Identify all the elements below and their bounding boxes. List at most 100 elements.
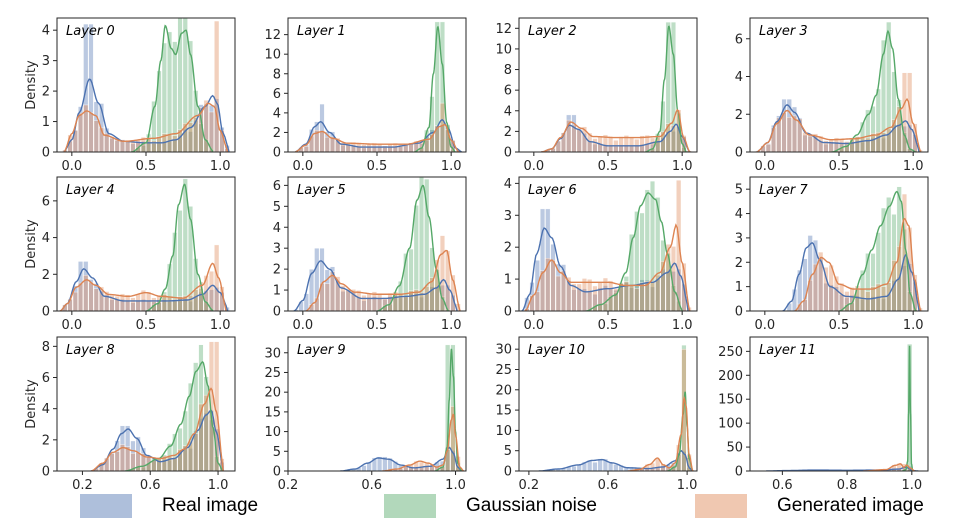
hist-bar <box>167 31 173 152</box>
kde-line-gaussian-noise <box>131 24 214 152</box>
ytick-label: 0 <box>42 305 50 320</box>
subplot-title: Layer 2 <box>528 24 577 39</box>
hist-bar <box>387 143 393 152</box>
hist-bar <box>812 133 818 152</box>
xtick-label: 1.0 <box>210 159 231 174</box>
kde-line-generated-image <box>305 249 461 311</box>
axes-frame <box>749 336 929 472</box>
ytick-label: 3 <box>273 242 281 257</box>
hist-bar <box>329 271 336 311</box>
hist-bar <box>88 112 94 152</box>
xtick-label: 0.5 <box>367 159 388 174</box>
hist-bar <box>78 282 84 311</box>
hist-bar <box>361 144 367 152</box>
hist-bar <box>865 137 871 152</box>
hist-bar <box>371 457 377 471</box>
hist-bar <box>602 277 608 311</box>
hist-bar <box>566 119 572 152</box>
ytick-label: 6 <box>273 179 281 194</box>
legend-generated-image: Generated image <box>695 490 924 522</box>
hist-bar <box>88 281 94 311</box>
hist-bar <box>329 136 336 152</box>
ytick-label: 4 <box>504 104 512 119</box>
subplot-title: Layer 1 <box>297 24 346 39</box>
ytick-label: 8 <box>42 340 50 355</box>
hist-bar <box>880 207 887 311</box>
subplot-layer-11: 0 50 100 150 200 250 0.6 0.8 1.0 Layer 11 <box>718 336 929 493</box>
kde-line-real-image <box>756 104 920 152</box>
hist-bar <box>807 135 813 152</box>
hist-bar <box>445 344 451 471</box>
kde-line-real-image <box>782 241 920 311</box>
hist-bar <box>408 290 414 311</box>
xtick-label: 0.5 <box>136 318 157 333</box>
xtick-label: 0.0 <box>292 318 313 333</box>
hist-bar <box>130 297 136 311</box>
ytick-label: 10 <box>264 425 281 440</box>
ytick-label: 20 <box>495 383 512 398</box>
hist-bar <box>135 452 141 471</box>
hist-bar <box>602 134 608 152</box>
ytick-label: 200 <box>718 369 743 384</box>
hist-bar <box>860 137 866 152</box>
hist-bar <box>361 295 367 311</box>
hist-bar <box>167 296 173 311</box>
ytick-label: 25 <box>264 366 281 381</box>
hist-bar <box>602 458 608 471</box>
hist-bar <box>665 123 671 152</box>
subplot-layer-4: 0 2 4 6 0.0 0.5 1.0 Layer 4 Density <box>24 176 236 333</box>
hist-bar <box>450 406 456 471</box>
xtick-label: 1.0 <box>208 478 229 493</box>
ytick-label: 4 <box>42 231 50 246</box>
xtick-label: 1.0 <box>677 478 698 493</box>
ytick-label: 6 <box>42 194 50 209</box>
kde-line-real-image <box>538 449 694 471</box>
ytick-label: 2 <box>273 263 281 278</box>
xtick-label: 0.5 <box>598 318 619 333</box>
kde-line-gaussian-noise <box>585 192 683 311</box>
ytick-label: 4 <box>42 402 50 417</box>
hist-bar <box>366 293 372 311</box>
hist-bar <box>319 131 325 152</box>
ytick-label: 6 <box>504 84 512 99</box>
subplot-title: Layer 11 <box>759 343 816 358</box>
hist-bar <box>886 128 892 152</box>
hist-bar <box>361 465 367 471</box>
hist-bar <box>639 212 645 311</box>
hist-bar <box>177 210 183 311</box>
ytick-label: 2 <box>735 256 743 271</box>
hist-bar <box>377 456 383 471</box>
xtick-label: 0.6 <box>598 478 619 493</box>
ytick-label: 5 <box>735 183 743 198</box>
hist-bar <box>865 109 871 152</box>
kde-line-real-image <box>59 267 229 311</box>
kde-line-gaussian-noise <box>667 391 694 471</box>
hist-bar <box>78 112 84 152</box>
hist-bar <box>665 21 671 152</box>
ytick-label: 1 <box>273 284 281 299</box>
hist-bar <box>791 115 798 152</box>
hist-bar <box>93 288 99 311</box>
xtick-label: 0.2 <box>278 478 299 493</box>
ytick-label: 2 <box>504 125 512 140</box>
subplot-title: Layer 4 <box>66 183 115 198</box>
xtick-label: 1.0 <box>901 478 922 493</box>
hist-bar <box>203 394 209 471</box>
hist-bar <box>182 295 188 311</box>
ytick-label: 2 <box>504 241 512 256</box>
ylabel-density: Density <box>24 219 39 269</box>
subplot-layer-0: 0 1 2 3 4 0.0 0.5 1.0 Layer 0 Density <box>24 17 236 174</box>
kde-line-generated-image <box>524 223 691 311</box>
hist-bar <box>114 140 120 152</box>
ytick-label: 250 <box>718 345 743 360</box>
hist-bar <box>151 101 157 152</box>
hist-bar <box>429 134 435 152</box>
hist-bar <box>802 132 808 152</box>
hist-bar <box>649 180 656 311</box>
ytick-label: 10 <box>495 42 512 57</box>
xtick-label: 0.2 <box>519 478 540 493</box>
ytick-label: 2 <box>273 126 281 141</box>
xtick-label: 0.0 <box>523 159 544 174</box>
kde-line-gaussian-noise <box>902 345 914 471</box>
hist-bar <box>623 135 629 152</box>
